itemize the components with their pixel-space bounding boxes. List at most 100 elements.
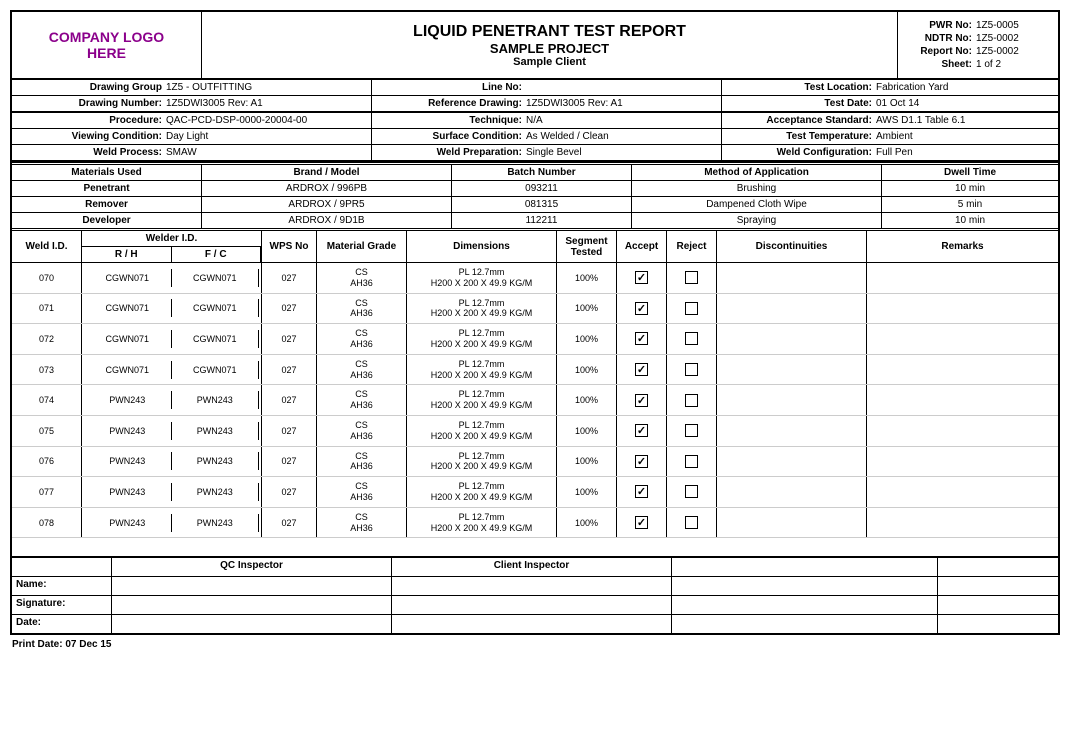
col-welder-id-label: Welder I.D.	[82, 231, 261, 247]
segment-tested: 100%	[557, 355, 617, 385]
materials-cell: Brushing	[632, 181, 882, 196]
segment-tested: 100%	[557, 508, 617, 538]
materials-cell: 10 min	[882, 181, 1058, 196]
reject-cell	[667, 355, 717, 385]
info-cell: Weld Configuration:Full Pen	[722, 145, 1058, 160]
materials-cell: 10 min	[882, 213, 1058, 228]
info-cell: Test Temperature:Ambient	[722, 129, 1058, 144]
weld-id: 074	[12, 385, 82, 415]
wps-no: 027	[262, 508, 317, 538]
discontinuities	[717, 508, 867, 538]
sig-sig-qc	[112, 596, 392, 614]
sheet-label: Sheet:	[906, 59, 976, 70]
info-label: Procedure:	[16, 115, 166, 126]
accept-checkbox[interactable]: ✓	[635, 271, 648, 284]
info-value: 1Z5DWI3005 Rev: A1	[526, 98, 717, 109]
reject-checkbox[interactable]	[685, 424, 698, 437]
info-label: Test Location:	[726, 82, 876, 93]
materials-header-cell: Batch Number	[452, 165, 632, 180]
materials-cell: 081315	[452, 197, 632, 212]
welder-id-cell: PWN243PWN243	[82, 508, 262, 538]
info-value: 1Z5 - OUTFITTING	[166, 82, 367, 93]
accept-cell: ✓	[617, 447, 667, 477]
welder-fc: PWN243	[172, 391, 260, 409]
reject-checkbox[interactable]	[685, 271, 698, 284]
accept-checkbox[interactable]: ✓	[635, 455, 648, 468]
weld-id: 072	[12, 324, 82, 354]
material-grade: CSAH36	[317, 477, 407, 507]
remarks	[867, 385, 1058, 415]
weld-row: 073CGWN071CGWN071027CSAH36PL 12.7mmH200 …	[12, 355, 1058, 386]
welder-id-cell: PWN243PWN243	[82, 447, 262, 477]
discontinuities	[717, 447, 867, 477]
dimensions: PL 12.7mmH200 X 200 X 49.9 KG/M	[407, 477, 557, 507]
reject-checkbox[interactable]	[685, 332, 698, 345]
info-cell: Reference Drawing:1Z5DWI3005 Rev: A1	[372, 96, 722, 111]
reject-checkbox[interactable]	[685, 455, 698, 468]
info-value: Fabrication Yard	[876, 82, 1054, 93]
accept-checkbox[interactable]: ✓	[635, 363, 648, 376]
welder-rh: CGWN071	[84, 330, 172, 348]
col-wps: WPS No	[262, 231, 317, 262]
reject-cell	[667, 508, 717, 538]
weld-id: 076	[12, 447, 82, 477]
weld-table-header: Weld I.D. Welder I.D. R / H F / C WPS No…	[12, 231, 1058, 263]
info-label: Test Date:	[726, 98, 876, 109]
info-row: Procedure:QAC-PCD-DSP-0000-20004-00Techn…	[12, 113, 1058, 129]
accept-checkbox[interactable]: ✓	[635, 302, 648, 315]
reject-checkbox[interactable]	[685, 516, 698, 529]
materials-row: PenetrantARDROX / 996PB093211Brushing10 …	[12, 181, 1058, 197]
info-label: Surface Condition:	[376, 131, 526, 142]
materials-cell: 5 min	[882, 197, 1058, 212]
sig-client-header: Client Inspector	[392, 558, 672, 576]
accept-checkbox[interactable]: ✓	[635, 516, 648, 529]
materials-cell: ARDROX / 9PR5	[202, 197, 452, 212]
reject-checkbox[interactable]	[685, 302, 698, 315]
info-cell: Viewing Condition:Day Light	[12, 129, 372, 144]
materials-row: DeveloperARDROX / 9D1B112211Spraying10 m…	[12, 213, 1058, 231]
remarks	[867, 263, 1058, 293]
accept-checkbox[interactable]: ✓	[635, 424, 648, 437]
wps-no: 027	[262, 355, 317, 385]
welder-fc: CGWN071	[172, 361, 260, 379]
welder-id-cell: CGWN071CGWN071	[82, 324, 262, 354]
material-grade: CSAH36	[317, 263, 407, 293]
welder-id-cell: PWN243PWN243	[82, 385, 262, 415]
info-value: AWS D1.1 Table 6.1	[876, 115, 1054, 126]
dimensions: PL 12.7mmH200 X 200 X 49.9 KG/M	[407, 294, 557, 324]
welder-fc: PWN243	[172, 422, 260, 440]
info-cell: Weld Preparation:Single Bevel	[372, 145, 722, 160]
reject-checkbox[interactable]	[685, 394, 698, 407]
weld-row: 074PWN243PWN243027CSAH36PL 12.7mmH200 X …	[12, 385, 1058, 416]
reject-cell	[667, 263, 717, 293]
info-value: Ambient	[876, 131, 1054, 142]
remarks	[867, 477, 1058, 507]
col-fc: F / C	[172, 247, 262, 262]
accept-checkbox[interactable]: ✓	[635, 485, 648, 498]
info-label: Acceptance Standard:	[726, 115, 876, 126]
remarks	[867, 294, 1058, 324]
welder-rh: PWN243	[84, 514, 172, 532]
segment-tested: 100%	[557, 385, 617, 415]
accept-checkbox[interactable]: ✓	[635, 332, 648, 345]
project-name: SAMPLE PROJECT	[490, 41, 609, 56]
sig-name-client	[392, 577, 672, 595]
dimensions: PL 12.7mmH200 X 200 X 49.9 KG/M	[407, 385, 557, 415]
material-grade: CSAH36	[317, 294, 407, 324]
col-accept: Accept	[617, 231, 667, 262]
weld-row: 076PWN243PWN243027CSAH36PL 12.7mmH200 X …	[12, 447, 1058, 478]
sig-blank4	[938, 558, 1058, 576]
reject-checkbox[interactable]	[685, 485, 698, 498]
info-cell: Test Date:01 Oct 14	[722, 96, 1058, 111]
reportno-value: 1Z5-0002	[976, 46, 1019, 57]
discontinuities	[717, 294, 867, 324]
accept-cell: ✓	[617, 385, 667, 415]
sig-name-3	[672, 577, 938, 595]
info-cell: Acceptance Standard:AWS D1.1 Table 6.1	[722, 113, 1058, 128]
reject-checkbox[interactable]	[685, 363, 698, 376]
welder-fc: PWN243	[172, 483, 260, 501]
accept-checkbox[interactable]: ✓	[635, 394, 648, 407]
weld-id: 078	[12, 508, 82, 538]
discontinuities	[717, 324, 867, 354]
weld-row: 077PWN243PWN243027CSAH36PL 12.7mmH200 X …	[12, 477, 1058, 508]
